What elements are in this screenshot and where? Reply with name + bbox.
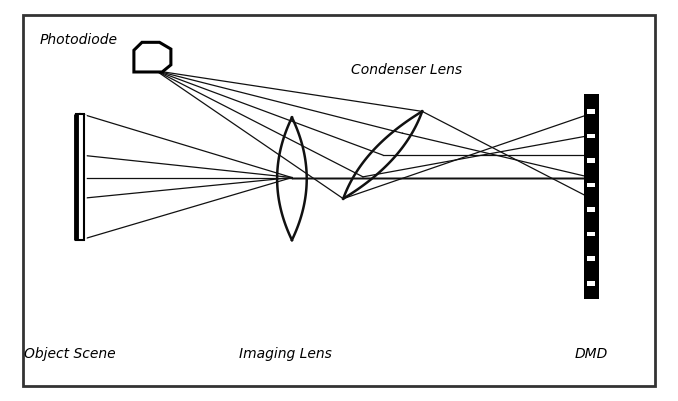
- Text: Object Scene: Object Scene: [24, 346, 116, 360]
- Polygon shape: [134, 43, 171, 72]
- Text: Condenser Lens: Condenser Lens: [351, 63, 462, 77]
- Bar: [76, 113, 84, 240]
- Text: Photodiode: Photodiode: [40, 33, 118, 47]
- Bar: [587, 256, 595, 261]
- Text: DMD: DMD: [574, 346, 607, 360]
- Bar: [587, 158, 595, 163]
- Bar: [587, 281, 595, 286]
- FancyBboxPatch shape: [23, 15, 655, 386]
- Text: Imaging Lens: Imaging Lens: [239, 346, 332, 360]
- Bar: [587, 183, 595, 187]
- Bar: [587, 109, 595, 114]
- Bar: [584, 94, 599, 300]
- Bar: [587, 134, 595, 138]
- Bar: [587, 232, 595, 237]
- Bar: [587, 207, 595, 212]
